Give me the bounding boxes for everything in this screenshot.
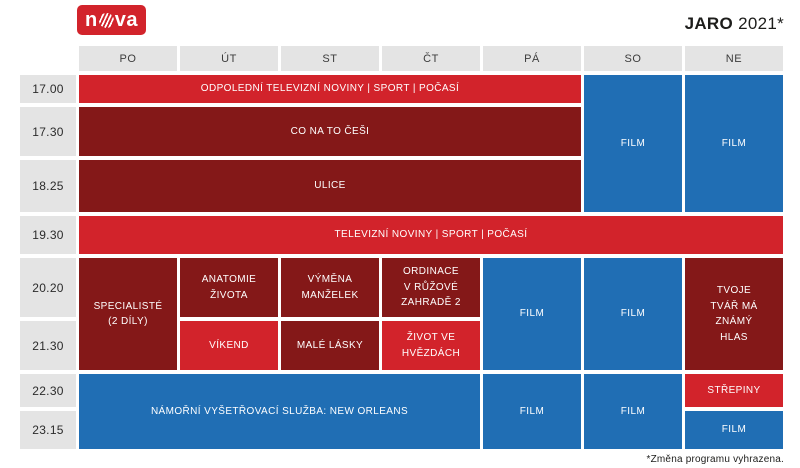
program-zivot-ve-hvezdach: ŽIVOT VE HVĚZDÁCH: [382, 321, 480, 370]
program-ordinace-v-ruzove-zahrade: ORDINACE V RŮŽOVÉ ZAHRADĚ 2: [382, 258, 480, 317]
season-title-season: JARO: [684, 14, 734, 33]
program-ulice: ULICE: [79, 160, 581, 212]
nova-logo-text-right: va: [114, 8, 138, 31]
schedule-grid: PO ÚT ST ČT PÁ SO NE 17.00 17.30 18.25 1…: [20, 46, 783, 449]
time-label-22-30: 22.30: [20, 374, 76, 407]
nova-logo-striped-ball-icon: [98, 13, 114, 28]
time-label-21-30: 21.30: [20, 321, 76, 370]
time-label-17-00: 17.00: [20, 75, 76, 103]
top-bar: n va JARO 2021*: [0, 0, 800, 38]
season-title-year: 2021*: [738, 14, 784, 33]
day-header-ne: NE: [685, 46, 783, 71]
program-specialiste: SPECIALISTÉ (2 DÍLY): [79, 258, 177, 370]
program-tvoje-tvar-ma-znamy-hlas: TVOJE TVÁŘ MÁ ZNÁMÝ HLAS: [685, 258, 783, 370]
nova-logo-text-left: n: [85, 8, 98, 31]
program-televizni-noviny: TELEVIZNÍ NOVINY | SPORT | POČASÍ: [79, 216, 783, 254]
program-male-lasky: MALÉ LÁSKY: [281, 321, 379, 370]
program-film-ne-late: FILM: [685, 411, 783, 449]
time-label-20-20: 20.20: [20, 258, 76, 317]
program-film-pa-late: FILM: [483, 374, 581, 449]
day-header-pa: PÁ: [483, 46, 581, 71]
program-anatomie-zivota: ANATOMIE ŽIVOTA: [180, 258, 278, 317]
program-ncis-new-orleans: NÁMOŘNÍ VYŠETŘOVACÍ SLUŽBA: NEW ORLEANS: [79, 374, 480, 449]
day-header-st: ST: [281, 46, 379, 71]
program-film-so-late: FILM: [584, 374, 682, 449]
program-film-ne-early: FILM: [685, 75, 783, 212]
program-strepiny: STŘEPINY: [685, 374, 783, 407]
time-label-23-15: 23.15: [20, 411, 76, 449]
program-film-pa-prime: FILM: [483, 258, 581, 370]
program-odpoledni-televizni-noviny: ODPOLEDNÍ TELEVIZNÍ NOVINY | SPORT | POČ…: [79, 75, 581, 103]
time-label-19-30: 19.30: [20, 216, 76, 254]
program-vymena-manzelek: VÝMĚNA MANŽELEK: [281, 258, 379, 317]
day-header-so: SO: [584, 46, 682, 71]
program-co-na-to-cesi: CO NA TO ČEŠI: [79, 107, 581, 156]
time-label-18-25: 18.25: [20, 160, 76, 212]
program-film-so-early: FILM: [584, 75, 682, 212]
footer-note: *Změna programu vyhrazena.: [646, 454, 784, 465]
season-title: JARO 2021*: [685, 5, 784, 34]
nova-logo: n va: [77, 5, 146, 35]
day-header-ct: ČT: [382, 46, 480, 71]
program-vikend: VÍKEND: [180, 321, 278, 370]
program-film-so-prime: FILM: [584, 258, 682, 370]
day-header-ut: ÚT: [180, 46, 278, 71]
time-label-17-30: 17.30: [20, 107, 76, 156]
day-header-po: PO: [79, 46, 177, 71]
